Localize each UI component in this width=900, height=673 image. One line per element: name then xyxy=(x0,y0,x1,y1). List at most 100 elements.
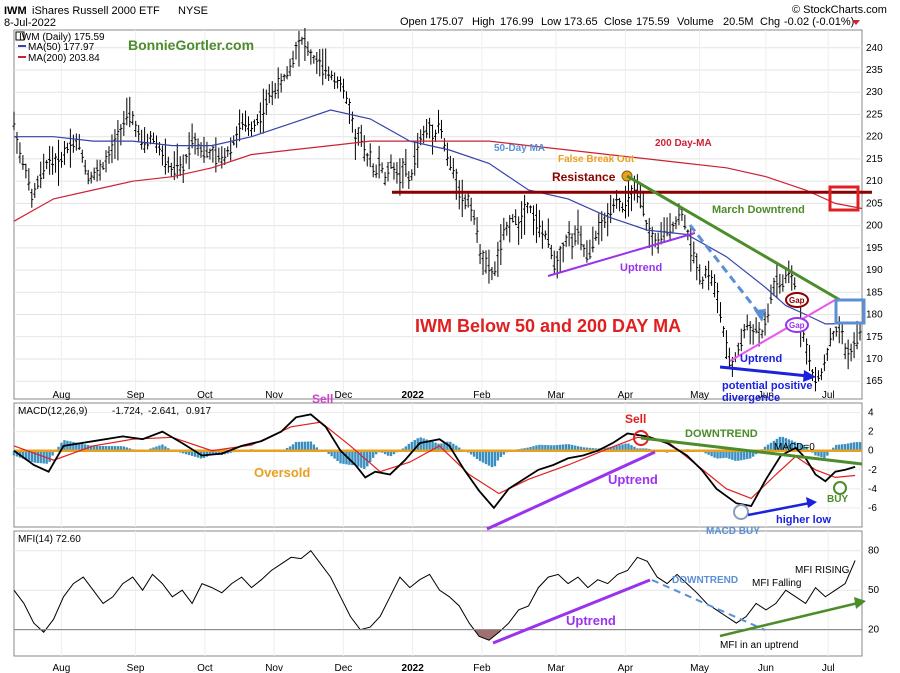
macd-hist-bar xyxy=(309,441,313,451)
price-x-label: Jun xyxy=(758,390,774,401)
macd-hist-bar xyxy=(155,446,158,451)
macd-hist-bar xyxy=(330,450,333,457)
price-x-label: Apr xyxy=(618,390,634,401)
macd-legend: MACD(12,26,9) -1.724, -2.641, 0.917 xyxy=(18,406,211,417)
ma50-annotation: 50-Day MA xyxy=(494,143,545,154)
macd-hist-bar xyxy=(333,450,336,459)
macd-hist-bar xyxy=(119,446,123,451)
macd-hist-bar xyxy=(559,444,562,451)
macd-hist-bar xyxy=(75,442,78,451)
ohlc-summary: Open 175.07 High 176.99 Low 173.65 Close… xyxy=(400,16,860,28)
macd-buy-circle xyxy=(833,481,847,495)
bottom-x-label: Oct xyxy=(197,663,213,673)
macd-hist-bar xyxy=(95,445,99,451)
macd-hist-bar xyxy=(205,450,209,457)
price-legend-text: IWM (Daily) 175.59 xyxy=(19,32,105,43)
macd-hist-bar xyxy=(33,450,36,463)
macd-hist-bar xyxy=(814,450,817,456)
macd-hist-bar xyxy=(288,446,292,451)
macd-hist-bar xyxy=(84,444,87,451)
macd-hist-bar xyxy=(92,445,96,451)
price-grid xyxy=(14,47,862,382)
price-x-label: Nov xyxy=(265,390,283,401)
macd-hist-bar xyxy=(556,444,559,451)
x-axis-labels: Aug Aug Sep Sep Oct Oct Nov Nov Dec Dec 2022 2022 Fe… xyxy=(52,30,835,673)
bottom-x-label: Jul xyxy=(822,663,835,673)
macd-hist-bar xyxy=(843,444,847,451)
exchange: NYSE xyxy=(178,5,208,17)
bottom-x-label: Dec xyxy=(334,663,352,673)
macd-hist-bar xyxy=(475,450,479,460)
macd-hist-bar xyxy=(841,444,844,451)
mfi-tick-label: 20 xyxy=(868,625,880,636)
macd-hist-bar xyxy=(532,446,535,451)
ma50-legend-text: MA(50) 177.97 xyxy=(28,42,95,53)
price-panel-frame xyxy=(13,29,863,400)
macd-hist-bar xyxy=(374,450,378,455)
macd-hist-bar xyxy=(612,446,615,451)
macd-hist-bar xyxy=(27,450,31,461)
symbol: IWM xyxy=(4,5,27,17)
mfi-rising-arrow xyxy=(719,601,859,638)
gap-label-bottom: Gap xyxy=(789,321,805,330)
macd-hist-bar xyxy=(772,440,776,451)
macd-hist-bar xyxy=(769,442,773,451)
macd-grid: -6 -4 -2 0 2 4 xyxy=(14,408,877,514)
price-tick-label: 190 xyxy=(866,265,883,276)
mfi-legend-text: MFI(14) 72.60 xyxy=(18,534,81,545)
macd-uptrend-line xyxy=(486,450,656,531)
price-x-label: Aug xyxy=(52,390,70,401)
price-tick-label: 210 xyxy=(866,176,883,187)
macd-hist-bar xyxy=(858,442,862,451)
macd-hist-bar xyxy=(24,450,28,460)
false-breakout-label: False Break Out xyxy=(558,154,635,165)
macd-hist-bar xyxy=(746,450,749,460)
price-x-label: Sep xyxy=(127,390,145,401)
macd-hist-bar xyxy=(294,441,298,451)
mfi-rising-arrow-head-icon xyxy=(854,597,866,609)
macd-hist-bar xyxy=(78,443,81,451)
price-tick-label: 205 xyxy=(866,198,883,209)
macd-hist-bar xyxy=(820,450,823,458)
price-x-label: 2022 xyxy=(402,390,425,401)
macd-hist-bar xyxy=(478,450,482,462)
macd-signal-line xyxy=(13,421,856,500)
macd-hist-bar xyxy=(737,450,740,461)
macd-hist-bar xyxy=(357,450,360,467)
macd-hist-bar xyxy=(202,450,206,458)
price-tick-label: 200 xyxy=(866,221,883,232)
bottom-x-label: 2022 xyxy=(402,663,425,673)
macd-hist-bar xyxy=(775,438,779,451)
open-value: 175.07 xyxy=(430,16,464,28)
macd-hist-bar xyxy=(339,450,342,464)
macd-hist-bar xyxy=(386,450,390,456)
macd-hist-bar xyxy=(535,445,538,451)
chg-label: Chg xyxy=(760,16,780,28)
macd-legend-v1: -1.724, xyxy=(112,406,143,417)
macd-hist-bar xyxy=(434,442,437,451)
macd-hist-bar xyxy=(547,445,550,451)
macd-hist-bar xyxy=(832,447,835,451)
macd-hist-bar xyxy=(526,447,529,451)
macd-hist-bar xyxy=(187,450,191,456)
macd-hist-bar xyxy=(419,437,422,451)
gap-label-top: Gap xyxy=(789,296,805,305)
macd-hist-bar xyxy=(60,442,63,451)
macd-hist-bar xyxy=(499,450,503,458)
macd-hist-bar xyxy=(182,450,185,454)
mfi-uptrend-line xyxy=(492,578,651,645)
macd-downtrend-label: DOWNTREND xyxy=(685,428,758,440)
ma200-legend-text: MA(200) 203.84 xyxy=(28,53,100,64)
macd-hist-bar xyxy=(69,441,72,451)
mfi-grid: 20 50 80 xyxy=(14,546,880,636)
macd-legend-v3: 0.917 xyxy=(186,406,211,417)
price-tick-label: 220 xyxy=(866,132,883,143)
chart-date: 8-Jul-2022 xyxy=(4,17,56,29)
price-tick-label: 170 xyxy=(866,354,883,365)
macd-hist-bar xyxy=(98,445,102,451)
bottom-x-label: May xyxy=(690,663,709,673)
macd-tick-label: -4 xyxy=(868,484,877,495)
low-label: Low xyxy=(541,16,561,28)
macd-hist-bar xyxy=(336,450,339,462)
macd-hist-bar xyxy=(835,444,838,451)
